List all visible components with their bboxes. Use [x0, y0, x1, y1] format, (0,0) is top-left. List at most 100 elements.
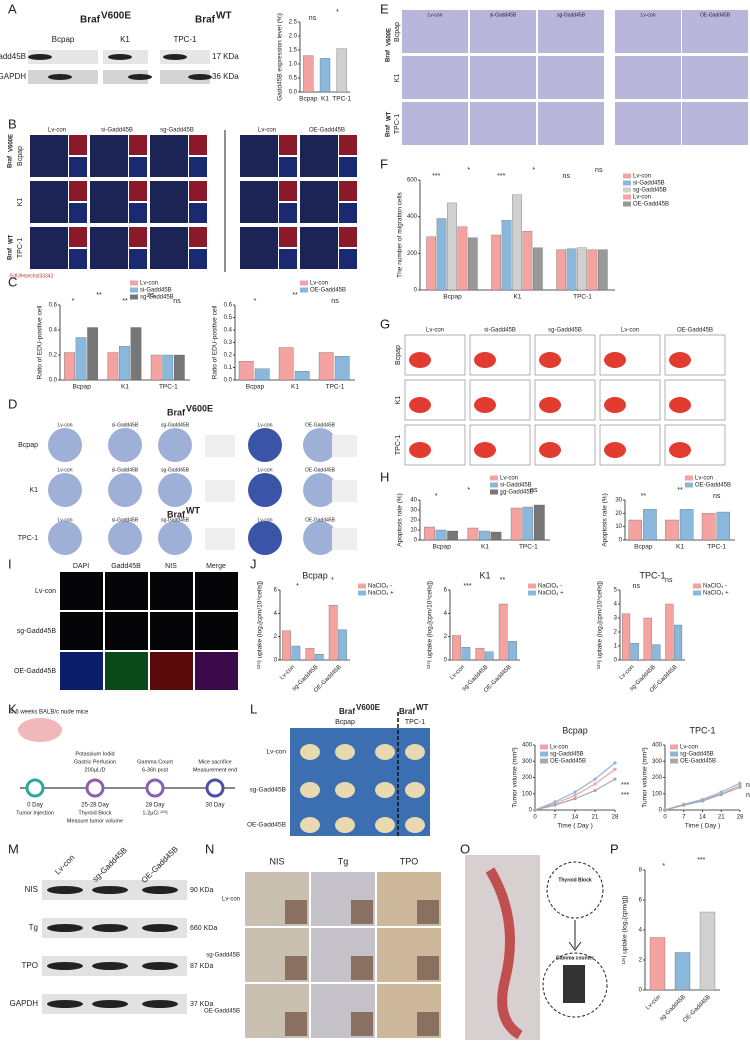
image [339, 135, 357, 155]
y-tick-label: 30 [615, 498, 622, 504]
label: Lv-con [57, 517, 72, 523]
label: V600E [101, 11, 131, 22]
image [189, 249, 207, 269]
timeline-node [205, 778, 225, 798]
legend-label: sg-Gadd45B [633, 188, 667, 194]
band [188, 74, 212, 80]
significance: ns [713, 493, 721, 500]
x-tick-label: 7 [682, 815, 686, 821]
frame [404, 379, 466, 421]
bar [597, 249, 608, 291]
bar [424, 526, 435, 541]
event-cloud [409, 352, 431, 368]
legend-swatch [540, 751, 548, 757]
panel-letter: E [380, 1, 389, 16]
image [69, 249, 87, 269]
bar [498, 603, 508, 661]
legend-swatch [358, 590, 366, 596]
frame [404, 424, 466, 466]
y-tick-label: 4 [444, 611, 448, 617]
frame [469, 424, 531, 466]
y-axis-label: Apoptosis rate (%) [602, 493, 609, 546]
bar [533, 504, 545, 541]
y-tick-label: 200 [407, 251, 418, 257]
label: OE-Gadd45B [309, 128, 345, 134]
bar [501, 220, 512, 291]
x-tick-label: 14 [572, 815, 579, 821]
label: WT [387, 111, 393, 121]
bar [679, 509, 694, 541]
event-cloud [409, 442, 431, 458]
label: sg-Gadd45B [206, 953, 240, 959]
label: sg-Gadd45B [250, 787, 287, 794]
legend-swatch [490, 489, 498, 495]
y-axis-label: Tumor volume (mm³) [512, 747, 519, 807]
image [129, 181, 147, 201]
y-tick-label: 2 [614, 630, 618, 636]
significance: * [467, 487, 470, 494]
label: Lv-con [48, 128, 66, 134]
image [240, 227, 278, 269]
bar [577, 247, 587, 291]
label: TPO [400, 856, 419, 866]
significance: * [435, 493, 438, 500]
label: K1 [120, 35, 130, 44]
panel-letter: L [250, 701, 257, 716]
bar [556, 249, 567, 291]
x-tick-label: Lv-con [279, 664, 296, 681]
bar [294, 371, 310, 381]
label: Lv-con [621, 328, 639, 334]
frame [664, 424, 726, 466]
image [189, 135, 207, 155]
label: si-Gadd45B [490, 12, 517, 18]
timeline-node [85, 778, 105, 798]
image [402, 56, 468, 99]
legend-label: NaClO₄ + [538, 591, 564, 597]
label: Braf [167, 509, 186, 519]
legend-swatch [670, 751, 678, 757]
label: Gamma Count [137, 759, 173, 765]
bar [701, 513, 716, 541]
event-cloud [539, 442, 561, 458]
label: GAPDH [10, 999, 39, 1008]
image [205, 480, 235, 502]
panel-letter: N [205, 841, 214, 856]
image [470, 56, 536, 99]
image [129, 249, 147, 269]
label: Lv-con [222, 897, 240, 903]
chart-title: Bcpap [302, 570, 328, 580]
x-axis-label: Time ( Day ) [685, 823, 721, 830]
label: 200μL/D [85, 767, 106, 773]
significance: *** [463, 583, 471, 590]
bar [587, 249, 598, 291]
label: sg-Gadd45B [548, 328, 582, 334]
colony-plate [48, 428, 82, 462]
image [240, 135, 278, 177]
bar [622, 613, 631, 661]
bar [291, 645, 301, 661]
frame [534, 334, 596, 376]
y-tick-label: 2.0 [289, 34, 298, 40]
legend-label: Lv-con [633, 195, 651, 201]
inset [417, 956, 439, 980]
bar [87, 327, 98, 381]
bar [716, 511, 731, 541]
y-tick-label: 0 [444, 658, 448, 664]
y-tick-label: 0 [414, 288, 418, 294]
legend-swatch [358, 583, 366, 589]
legend-label: OE-Gadd45B [550, 759, 586, 765]
significance: *** [432, 173, 440, 180]
x-tick-label: 0 [533, 815, 537, 821]
event-cloud [474, 397, 496, 413]
point [613, 777, 617, 781]
bar [491, 234, 502, 291]
point [553, 800, 557, 804]
colony-plate [158, 473, 192, 507]
significance: *** [697, 857, 705, 864]
event-cloud [474, 442, 496, 458]
legend-label: OE-Gadd45B [633, 202, 669, 208]
bar [510, 507, 522, 541]
label: TPC-1 [18, 535, 38, 542]
frame [664, 334, 726, 376]
y-axis-label: ¹²⁵I uptake (log₂[cpm/10⁵cells]) [427, 581, 434, 669]
